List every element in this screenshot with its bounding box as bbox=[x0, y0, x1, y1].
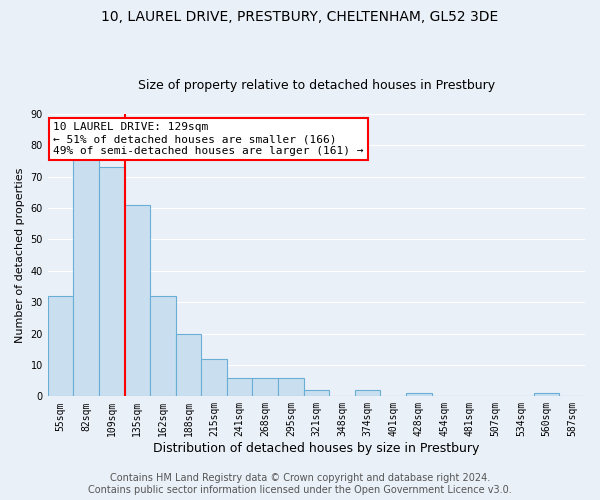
X-axis label: Distribution of detached houses by size in Prestbury: Distribution of detached houses by size … bbox=[153, 442, 479, 455]
Bar bbox=[278, 378, 304, 396]
Bar bbox=[253, 378, 278, 396]
Bar bbox=[73, 158, 99, 396]
Bar bbox=[406, 393, 431, 396]
Bar bbox=[534, 393, 559, 396]
Text: 10 LAUREL DRIVE: 129sqm
← 51% of detached houses are smaller (166)
49% of semi-d: 10 LAUREL DRIVE: 129sqm ← 51% of detache… bbox=[53, 122, 364, 156]
Text: 10, LAUREL DRIVE, PRESTBURY, CHELTENHAM, GL52 3DE: 10, LAUREL DRIVE, PRESTBURY, CHELTENHAM,… bbox=[101, 10, 499, 24]
Title: Size of property relative to detached houses in Prestbury: Size of property relative to detached ho… bbox=[138, 79, 495, 92]
Bar bbox=[304, 390, 329, 396]
Bar bbox=[201, 358, 227, 397]
Bar bbox=[176, 334, 201, 396]
Bar bbox=[227, 378, 253, 396]
Bar bbox=[99, 168, 125, 396]
Bar bbox=[48, 296, 73, 396]
Text: Contains HM Land Registry data © Crown copyright and database right 2024.
Contai: Contains HM Land Registry data © Crown c… bbox=[88, 474, 512, 495]
Bar bbox=[355, 390, 380, 396]
Bar bbox=[125, 205, 150, 396]
Y-axis label: Number of detached properties: Number of detached properties bbox=[15, 168, 25, 343]
Bar bbox=[150, 296, 176, 396]
